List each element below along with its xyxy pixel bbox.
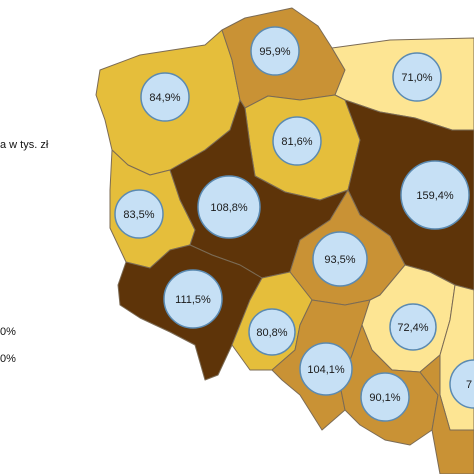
bubble-pomorskie — [250, 26, 300, 76]
bubble-label-swietokrzyskie: 72,4% — [397, 322, 428, 334]
bubble-label-lubuskie: 83,5% — [123, 209, 154, 221]
legend-range-2: 0% — [0, 353, 16, 365]
bubble-wielkopolskie — [197, 175, 261, 239]
bubble-label-kujawsko-pomorskie: 81,6% — [281, 136, 312, 148]
legend-title: a w tys. zł — [0, 139, 49, 151]
bubble-kujawsko-pomorskie — [272, 116, 322, 166]
bubble-zachodniopomorskie — [140, 72, 190, 122]
bubble-label-zachodniopomorskie: 84,9% — [149, 92, 180, 104]
bubble-lubelskie — [449, 359, 474, 409]
bubble-slaskie — [299, 342, 353, 396]
bubble-swietokrzyskie — [389, 303, 437, 351]
bubble-label-slaskie: 104,1% — [307, 364, 345, 376]
legend-range-1: 0% — [0, 326, 16, 338]
bubble-label-malopolskie: 90,1% — [369, 392, 400, 404]
bubble-label-pomorskie: 95,9% — [259, 46, 290, 58]
bubble-label-mazowieckie: 159,4% — [416, 190, 454, 202]
bubble-label-lodzkie: 93,5% — [324, 254, 355, 266]
bubble-warminsko-mazurskie — [392, 52, 442, 102]
bubble-label-warminsko-mazurskie: 71,0% — [401, 72, 432, 84]
bubble-malopolskie — [360, 372, 410, 422]
bubble-label-dolnoslaskie: 111,5% — [175, 294, 211, 306]
region-podkarpackie[interactable] — [419, 354, 474, 474]
bubble-label-opolskie: 80,8% — [256, 327, 287, 339]
bubble-label-lubelskie: 7 — [466, 379, 472, 391]
bubble-lubuskie — [114, 189, 164, 239]
bubble-opolskie — [248, 308, 296, 356]
bubble-label-wielkopolskie: 108,8% — [210, 202, 248, 214]
bubble-mazowieckie — [400, 160, 470, 230]
bubble-lodzkie — [312, 231, 368, 287]
bubble-dolnoslaskie — [163, 269, 223, 329]
